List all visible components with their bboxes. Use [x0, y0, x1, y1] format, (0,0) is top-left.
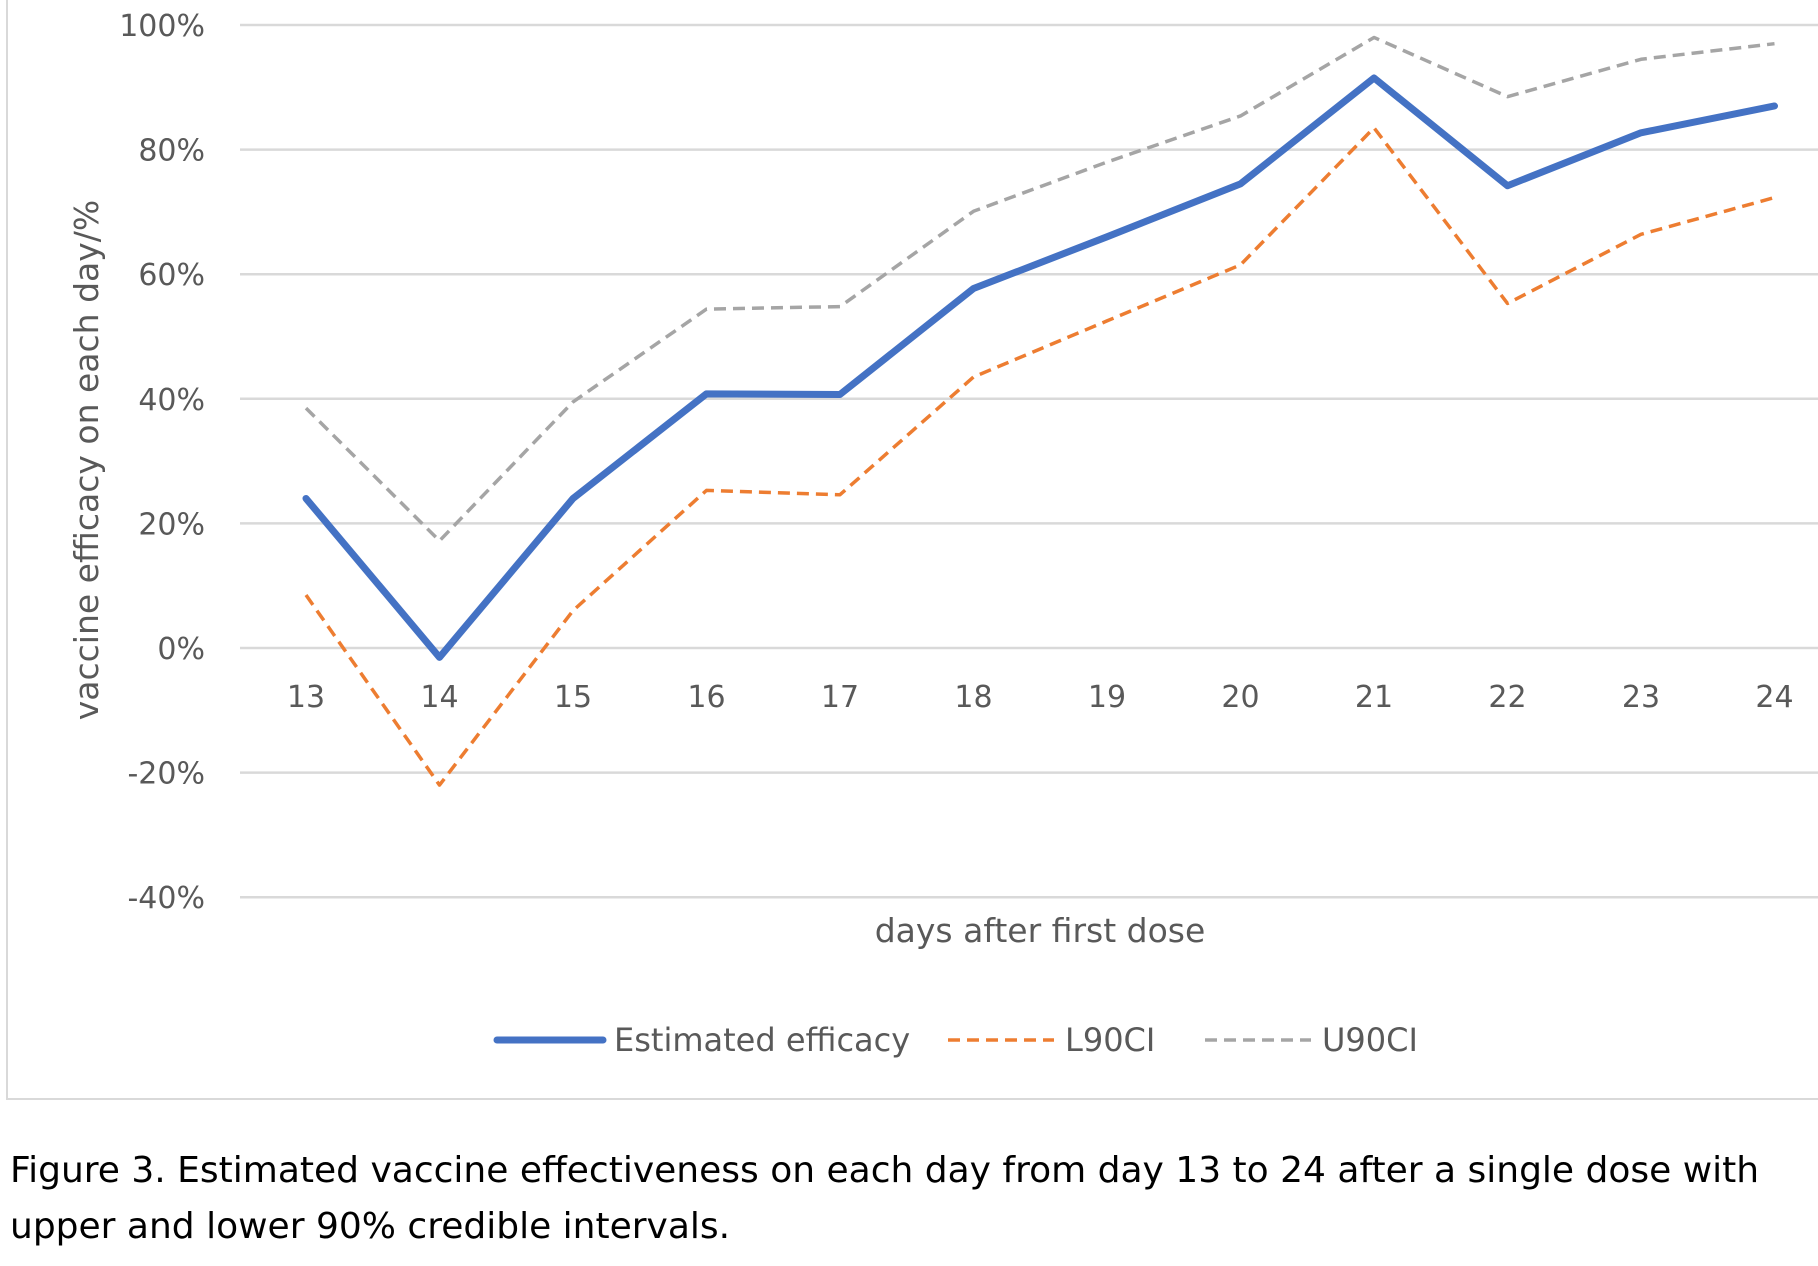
x-tick-label: 22	[1488, 680, 1526, 715]
gridlines	[240, 23, 1818, 899]
y-tick-label: -20%	[127, 757, 205, 792]
x-tick-label: 13	[287, 680, 325, 715]
x-tick-label: 21	[1355, 680, 1393, 715]
y-tick-label: -40%	[127, 881, 205, 916]
caption-line-2: upper and lower 90% credible intervals.	[10, 1206, 731, 1247]
caption-line-1: Figure 3. Estimated vaccine effectivenes…	[10, 1150, 1760, 1191]
x-axis-title: days after first dose	[875, 911, 1206, 950]
figure-caption: Figure 3. Estimated vaccine effectivenes…	[10, 1143, 1810, 1255]
x-tick-label: 17	[821, 680, 859, 715]
x-tick-label: 23	[1622, 680, 1660, 715]
series-line-l90ci	[304, 126, 1775, 787]
x-tick-label: 20	[1221, 680, 1259, 715]
x-tick-label: 14	[420, 680, 458, 715]
y-tick-label: 40%	[138, 383, 205, 418]
y-axis-ticks: 100% 80% 60% 40% 20% 0% -20% -40%	[119, 9, 205, 916]
y-tick-label: 0%	[157, 632, 205, 667]
series-line-u90ci	[304, 35, 1775, 543]
x-tick-label: 16	[687, 680, 725, 715]
chart-frame	[6, 0, 1818, 1100]
legend-label: L90CI	[1065, 1021, 1155, 1059]
y-tick-label: 20%	[138, 507, 205, 542]
legend-label: U90CI	[1322, 1021, 1418, 1059]
x-tick-label: 15	[554, 680, 592, 715]
x-axis-ticks: 13 14 15 16 17 18 19 20 21 22 23 24	[287, 680, 1794, 715]
legend: Estimated efficacy L90CI U90CI	[493, 1021, 1418, 1059]
y-tick-label: 100%	[119, 9, 205, 44]
legend-label: Estimated efficacy	[614, 1021, 910, 1059]
y-tick-label: 80%	[138, 134, 205, 169]
series-lines	[302, 35, 1778, 787]
series-line-estimated-efficacy	[302, 74, 1778, 661]
x-tick-label: 19	[1088, 680, 1126, 715]
y-axis-title: vaccine efficacy on each day/%	[67, 200, 106, 721]
x-tick-label: 24	[1755, 680, 1793, 715]
x-tick-label: 18	[954, 680, 992, 715]
y-tick-label: 60%	[138, 258, 205, 293]
